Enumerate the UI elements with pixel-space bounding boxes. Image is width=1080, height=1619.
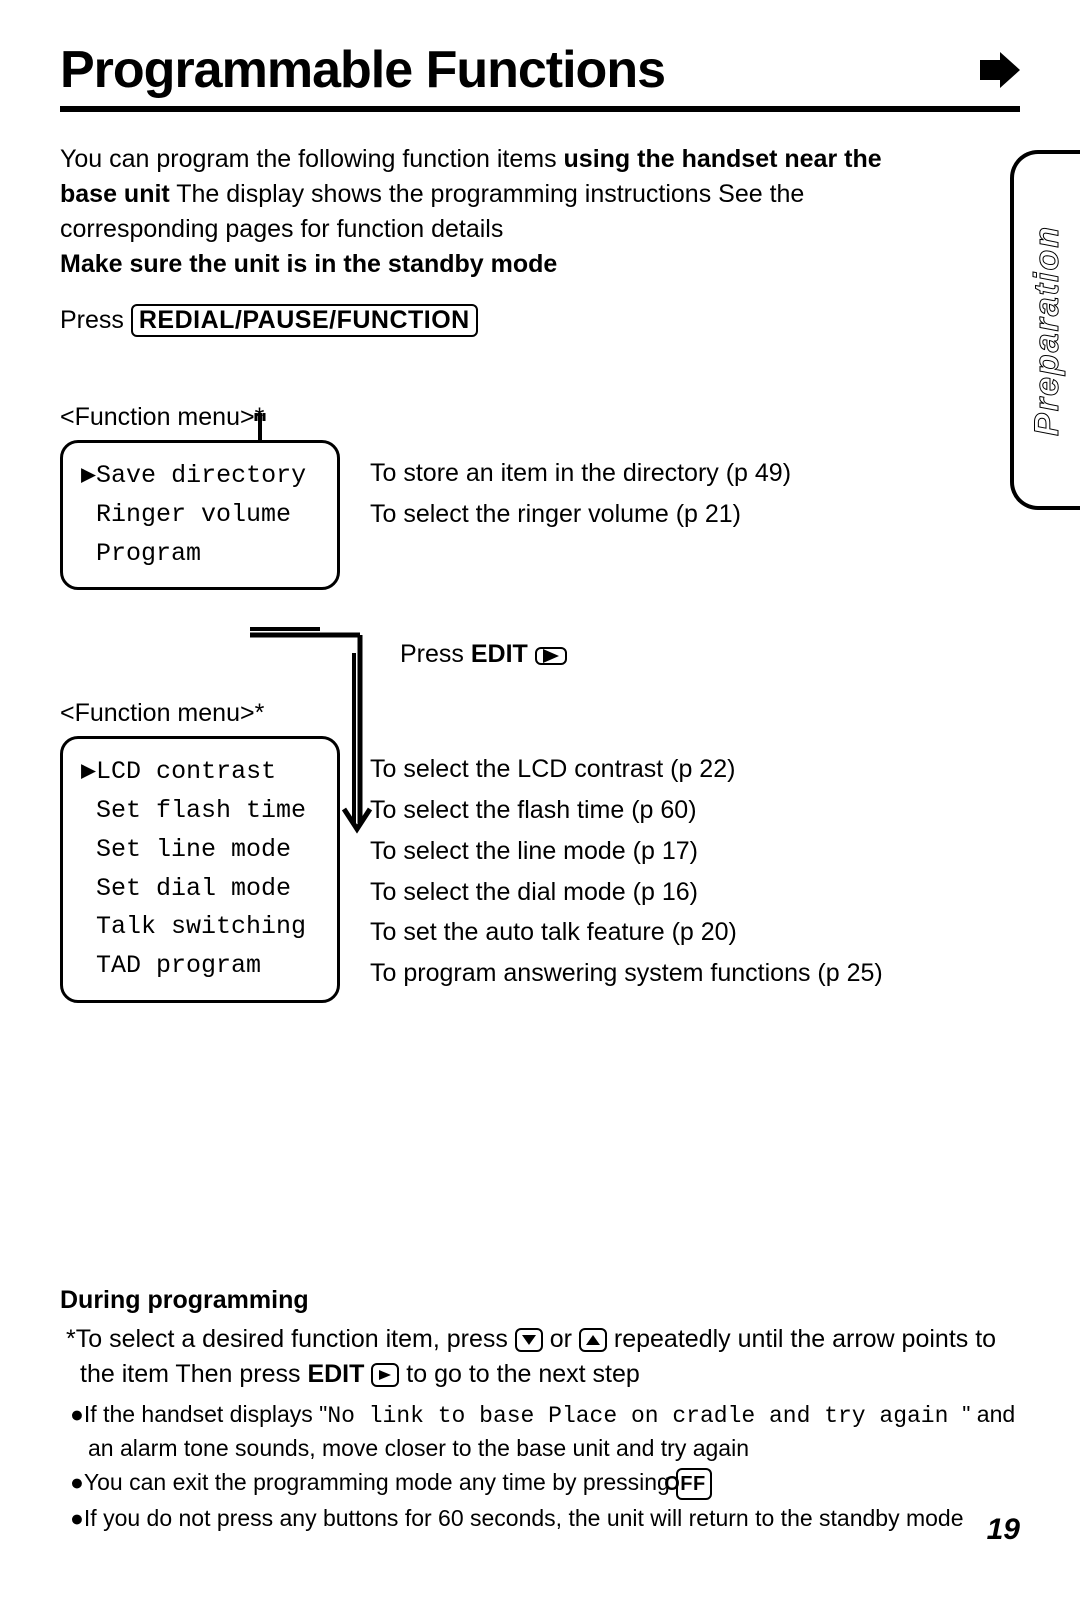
desc-talk-switching: To set the auto talk feature (p 20) xyxy=(370,913,883,952)
intro-bold-2: Make sure the unit is in the standby mod… xyxy=(60,250,557,278)
lcd-display-1: ▶Save directory Ringer volume Program xyxy=(60,440,340,590)
desc-line-mode: To select the line mode (p 17) xyxy=(370,832,883,871)
intro-paragraph: You can program the following function i… xyxy=(60,142,900,282)
manual-page: Programmable Functions You can program t… xyxy=(0,0,1080,1577)
function-menu-1-label: <Function menu>* xyxy=(60,403,1020,432)
menu-2-descriptions: To select the LCD contrast (p 22) To sel… xyxy=(370,736,883,995)
bullet-no-link: ●If the handset displays "No link to bas… xyxy=(60,1398,1020,1464)
redial-pause-function-key: REDIAL/PAUSE/FUNCTION xyxy=(131,304,478,337)
lcd-display-2: ▶LCD contrast Set flash time Set line mo… xyxy=(60,736,340,1003)
forward-arrow-icon xyxy=(980,52,1020,88)
intro-text-2: The display shows the programming instru… xyxy=(60,180,804,243)
press-edit-instruction: Press EDIT xyxy=(400,640,1020,669)
star-d: to go to the next step xyxy=(399,1360,639,1388)
edit-right-key-icon xyxy=(535,647,567,665)
edit-right-key-icon-2 xyxy=(371,1363,399,1387)
press-edit-prefix: Press xyxy=(400,640,471,668)
star-a: *To select a desired function item, pres… xyxy=(66,1325,515,1353)
desc-save-directory: To store an item in the directory (p 49) xyxy=(370,454,791,493)
up-arrow-key-icon xyxy=(579,1328,607,1352)
menu-1-row: ▶Save directory Ringer volume Program To… xyxy=(60,440,1020,590)
during-programming-section: During programming *To select a desired … xyxy=(60,1283,1020,1535)
during-header: During programming xyxy=(60,1283,1020,1318)
press-edit-bold: EDIT xyxy=(471,640,535,668)
desc-flash-time: To select the flash time (p 60) xyxy=(370,791,883,830)
during-star-note: *To select a desired function item, pres… xyxy=(60,1322,1020,1392)
section-tab-label: Preparation xyxy=(1028,225,1067,436)
star-b: or xyxy=(543,1325,579,1353)
b1mono: No link to base Place on cradle and try … xyxy=(327,1403,962,1429)
page-number: 19 xyxy=(987,1513,1020,1547)
press-instruction: Press REDIAL/PAUSE/FUNCTION xyxy=(60,304,1020,337)
page-title: Programmable Functions xyxy=(60,40,665,100)
intro-text-1: You can program the following function i… xyxy=(60,145,564,173)
b1a: ●If the handset displays " xyxy=(70,1401,327,1427)
title-row: Programmable Functions xyxy=(60,40,1020,112)
b2a: ●You can exit the programming mode any t… xyxy=(70,1469,676,1495)
desc-lcd-contrast: To select the LCD contrast (p 22) xyxy=(370,750,883,789)
press-label: Press xyxy=(60,306,131,334)
desc-tad-program: To program answering system functions (p… xyxy=(370,954,883,993)
flow-section: <Function menu>* ▶Save directory Ringer … xyxy=(60,403,1020,1223)
bullet-exit-off: ●You can exit the programming mode any t… xyxy=(60,1466,1020,1500)
down-arrow-key-icon xyxy=(515,1328,543,1352)
desc-ringer-volume: To select the ringer volume (p 21) xyxy=(370,495,791,534)
menu-1-descriptions: To store an item in the directory (p 49)… xyxy=(370,440,791,536)
bullet-timeout: ●If you do not press any buttons for 60 … xyxy=(60,1502,1020,1534)
desc-dial-mode: To select the dial mode (p 16) xyxy=(370,873,883,912)
star-edit: EDIT xyxy=(307,1360,371,1388)
function-menu-2-label: <Function menu>* xyxy=(60,699,1020,728)
menu-2-row: ▶LCD contrast Set flash time Set line mo… xyxy=(60,736,1020,1003)
section-tab: Preparation xyxy=(1010,150,1080,510)
off-key: OFF xyxy=(676,1468,712,1500)
